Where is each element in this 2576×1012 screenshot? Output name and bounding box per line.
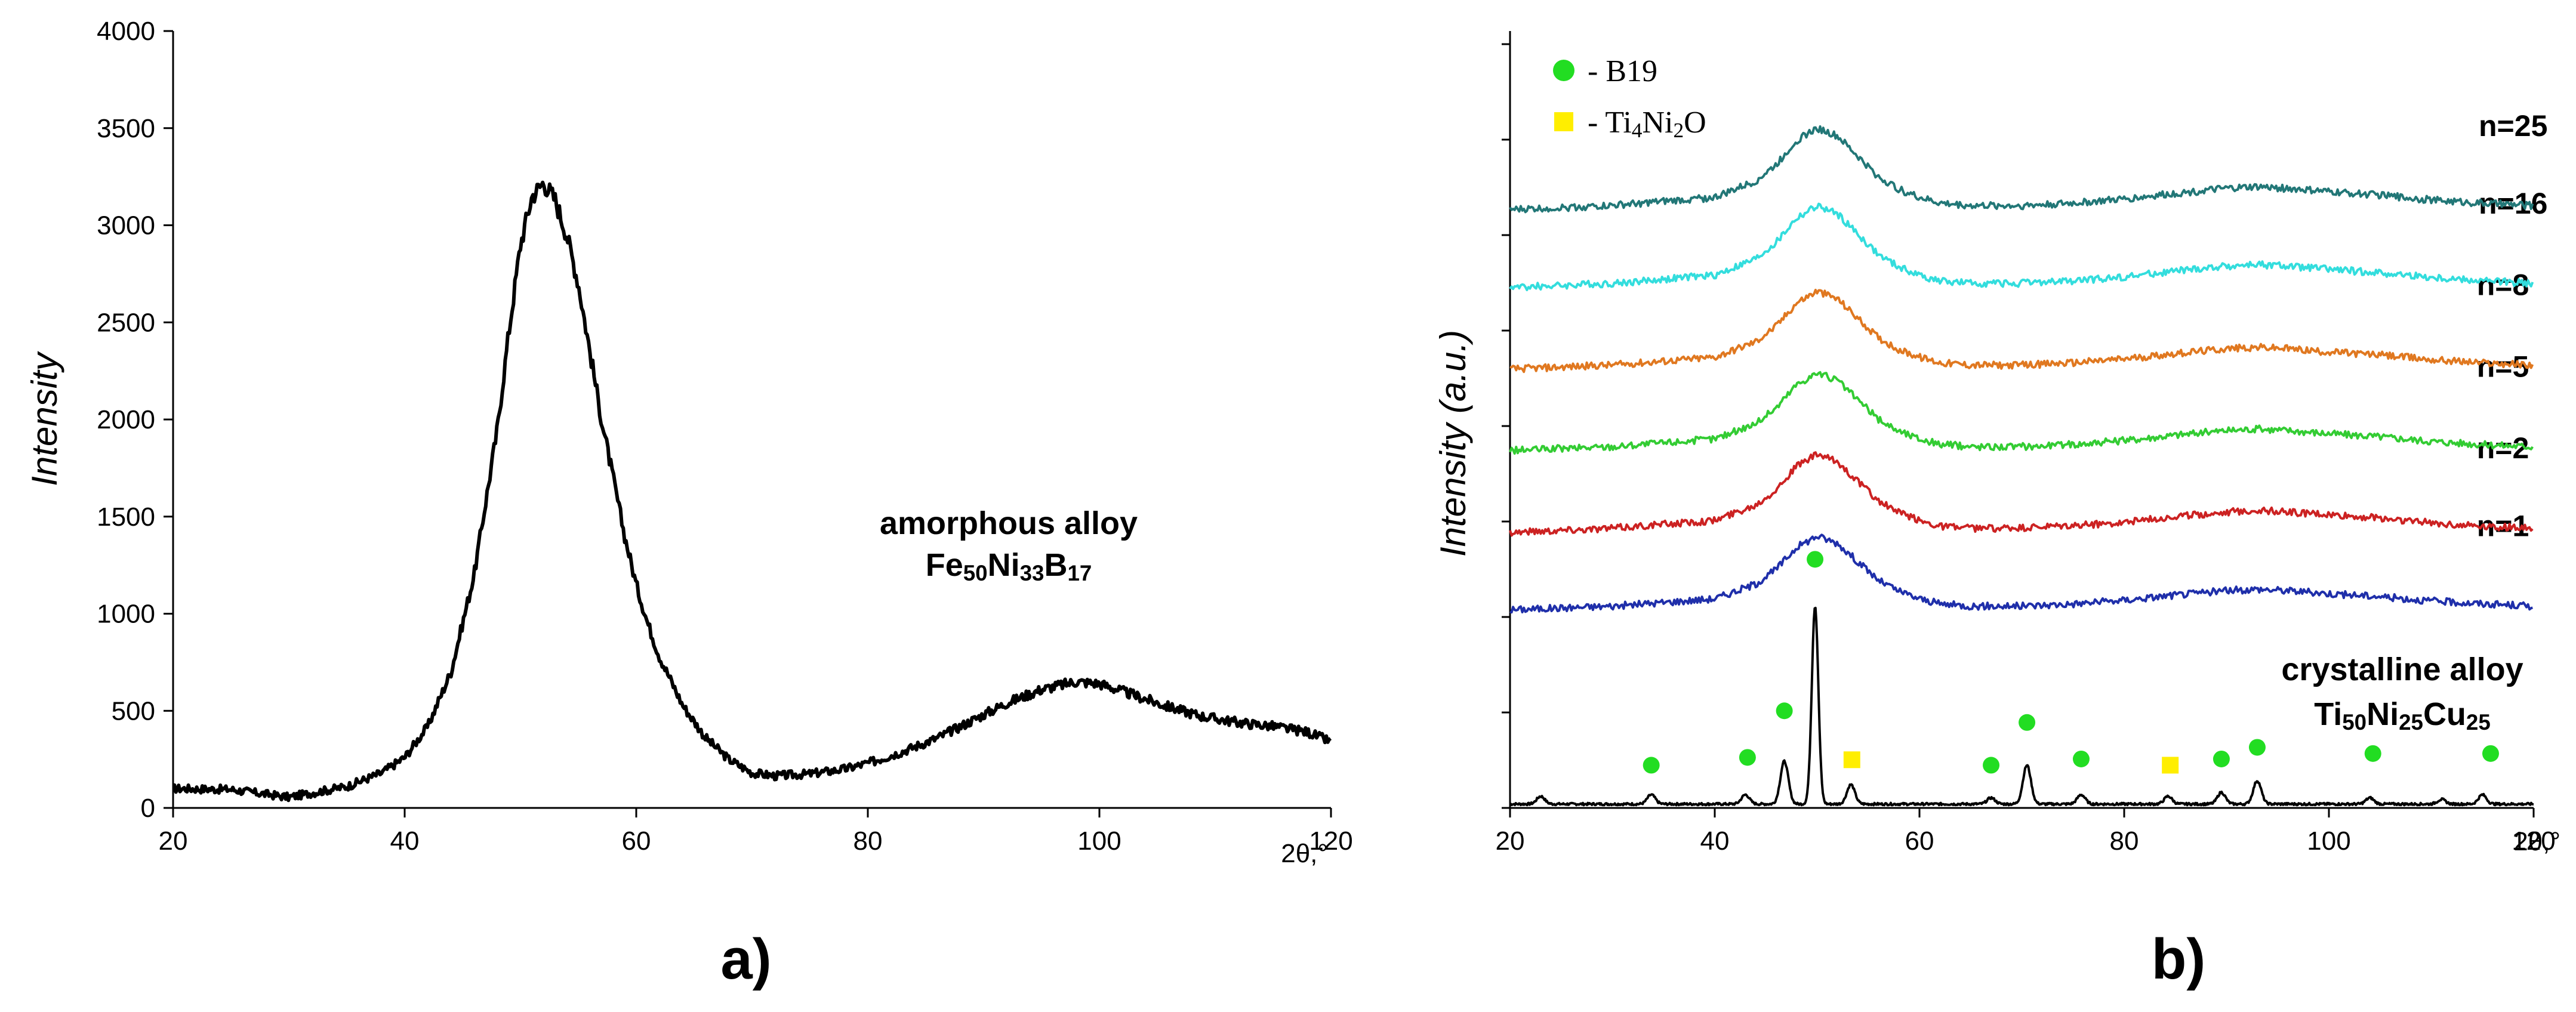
annotation-formula-part: 17 [1067,561,1092,585]
x-tick-label: 100 [2307,826,2350,856]
legend-marker-b19 [1553,60,1574,81]
b19-phase-marker [1983,757,2000,774]
y-tick-label: 3000 [97,211,155,240]
annotation-formula-part: 50 [2342,710,2367,735]
x-tick-label: 120 [1309,826,1352,856]
y-tick-label: 2000 [97,405,155,434]
series-line-n=5 [1509,371,2534,455]
x-tick-label: 20 [1496,826,1525,856]
b19-phase-marker [2482,745,2499,762]
ti4ni2o-phase-marker [1843,751,1860,769]
x-tick-label: 120 [2512,826,2555,856]
x-tick-label: 80 [2110,826,2139,856]
y-tick-label: 1000 [97,600,155,629]
panel-label-b: b) [2152,927,2206,991]
b19-phase-marker [2213,750,2230,767]
legend-label-b19: - B19 [1588,54,1657,88]
series-line-n=25 [1509,125,2534,214]
panel-a: 0 500 1000 1500 2000 2500 3000 3500 4000 20 40 60 80… [24,17,1353,991]
y-tick-label: 2500 [97,308,155,337]
b19-phase-marker [2248,739,2266,756]
annotation-formula-part: B [1044,547,1067,583]
x-axis-title: 2θ,° [2513,827,2560,856]
x-tick-label: 80 [853,826,883,856]
annotation-formula-part: Ni [2367,696,2399,732]
y-tick-label: 3500 [97,114,155,143]
legend-label-ti4ni2o: - Ti4Ni2O [1588,106,1706,142]
y-tick-label: 4000 [97,17,155,46]
y-axis-title: Intensity (a.u.) [1433,330,1473,557]
b19-phase-marker [1739,749,1756,766]
series-line-n=8 [1509,288,2534,374]
panel-b: 20 40 60 80 100 120 Intensity (a.u.) 2θ,° b) n=1 n… [1433,31,2560,991]
ti4ni2o-phase-marker [2162,757,2179,774]
annotation-line1: amorphous alloy [880,505,1138,541]
annotation-formula-part: Ti [2314,696,2342,732]
series-label-n=25: n=25 [2479,109,2547,143]
annotation-formula-part: Ni [988,547,1020,583]
series-line-n=2 [1509,451,2534,537]
x-tick-label: 100 [1077,826,1121,856]
series-line-n=1 [1509,533,2534,614]
annotation-formula: Fe50Ni33B17 [926,547,1092,585]
annotation-line1: crystalline alloy [2281,652,2523,687]
legend-label-ti4ni2o-part: 4 [1632,118,1643,142]
b19-phase-marker [1807,551,1824,568]
series-line-Fe50Ni33B17 [172,180,1332,803]
y-tick-label: 500 [112,696,155,726]
b19-phase-marker [1776,702,1793,720]
annotation-formula: Ti50Ni25Cu25 [2314,696,2491,735]
legend-label-ti4ni2o-part: 2 [1673,118,1684,142]
legend-label-ti4ni2o-part: Ni [1642,106,1673,140]
b19-phase-marker [2072,750,2090,767]
b19-phase-marker [2019,714,2036,731]
series-label-n=1: n=1 [2477,509,2529,542]
x-tick-label: 40 [1700,826,1730,856]
legend-label-ti4ni2o-part: - Ti [1588,106,1632,140]
legend-label-b19-part: - B19 [1588,54,1657,88]
legend-label-ti4ni2o-part: O [1684,106,1706,140]
annotation-formula-part: 33 [1020,561,1044,585]
panel-label-a: a) [720,927,771,991]
annotation-formula-part: 50 [963,561,988,585]
y-tick-label: 1500 [97,502,155,532]
b19-phase-marker [1643,757,1660,774]
annotation-formula-part: Cu [2423,696,2466,732]
x-tick-label: 60 [622,826,651,856]
legend: - B19 - Ti4Ni2O [1553,54,1706,142]
series-label-n=8: n=8 [2477,269,2529,302]
series-line-crystalline [1509,606,2534,807]
annotation-formula-part: Fe [926,547,963,583]
x-tick-label: 40 [390,826,420,856]
x-tick-label: 20 [159,826,188,856]
b19-phase-marker [2364,745,2381,762]
y-axis-title: Intensity [24,350,64,486]
x-tick-label: 60 [1905,826,1934,856]
y-tick-label: 0 [141,794,155,823]
annotation-formula-part: 25 [2399,710,2423,735]
series-line-n=16 [1509,202,2534,291]
x-axis-title: 2θ,° [1281,839,1328,868]
legend-marker-ti4ni2o [1554,112,1573,131]
annotation-formula-part: 25 [2466,710,2491,735]
